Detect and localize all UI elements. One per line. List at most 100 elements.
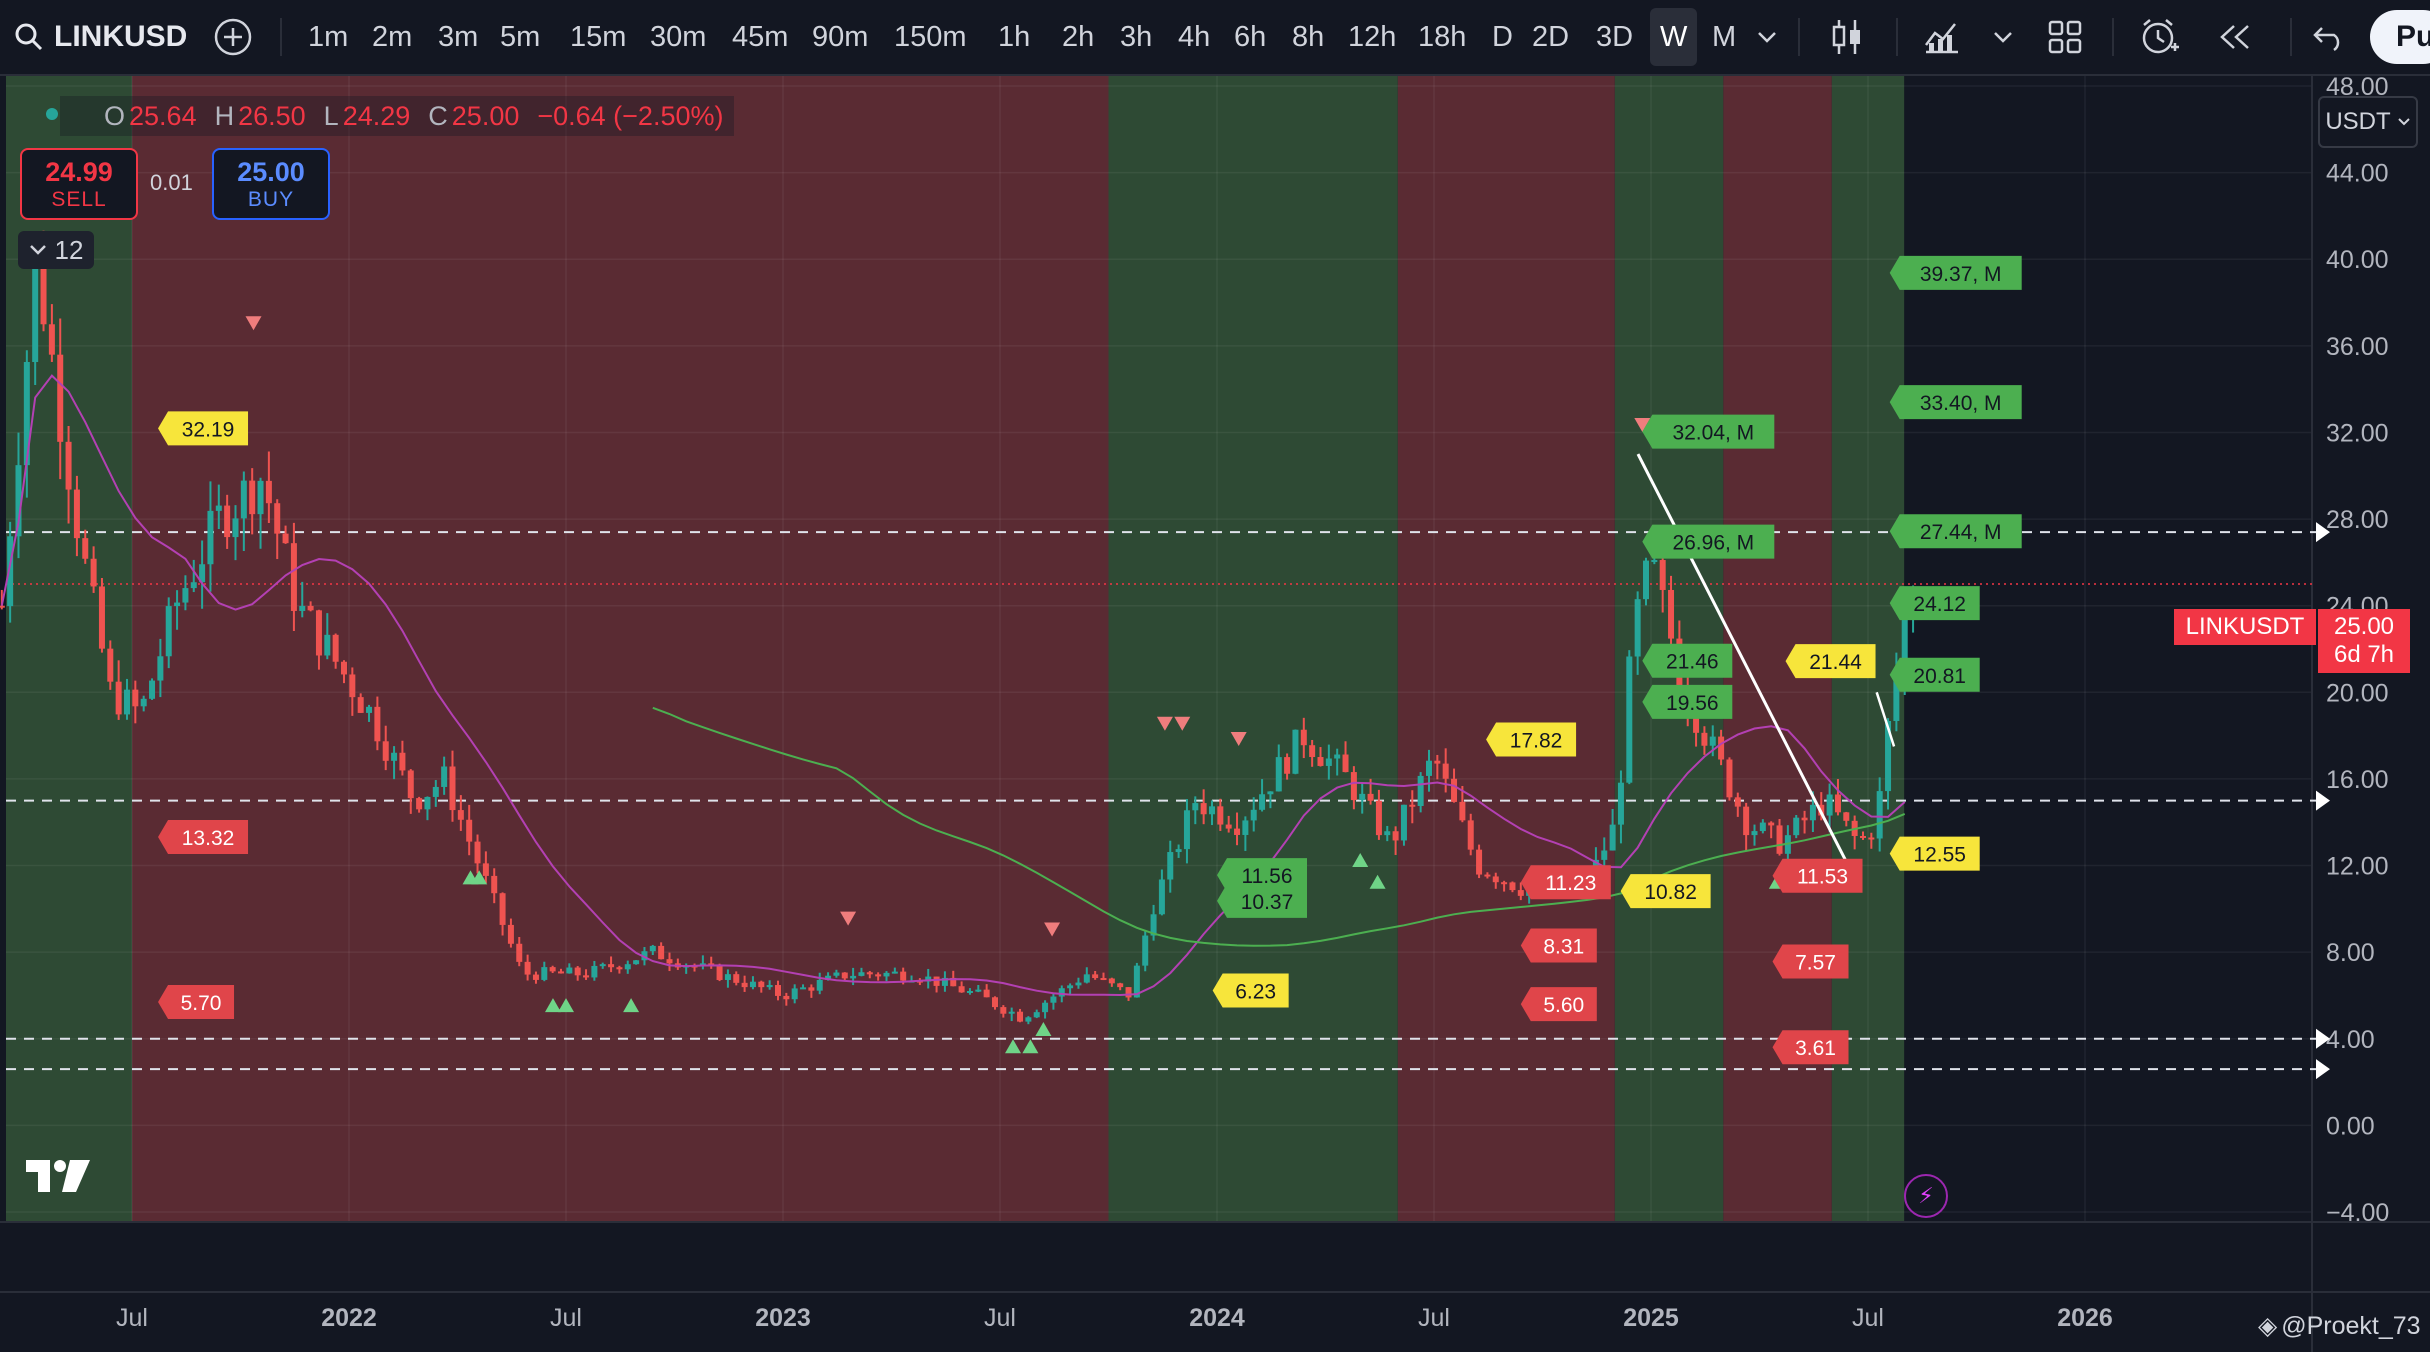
timeframe-8h[interactable]: 8h <box>1292 20 1325 53</box>
chart-type-button[interactable] <box>1822 12 1872 62</box>
undo-button[interactable] <box>2304 12 2354 62</box>
price-label-yellow[interactable]: 21.44 <box>1785 644 1876 679</box>
price-label-text: 6.23 <box>1235 980 1276 1003</box>
price-label-red[interactable]: 13.32 <box>158 819 249 854</box>
timeframe-90m[interactable]: 90m <box>812 20 869 53</box>
price-label-green[interactable]: 10.37 <box>1217 883 1307 918</box>
candle-body <box>1517 890 1524 896</box>
price-label-yellow[interactable]: 10.82 <box>1620 874 1711 909</box>
candle-body <box>1367 793 1374 801</box>
timeframe-18h[interactable]: 18h <box>1418 20 1467 53</box>
lightning-icon[interactable]: ⚡ <box>1904 1174 1948 1218</box>
publish-button[interactable]: Pu <box>2370 10 2430 64</box>
sell-signal-triangle-icon <box>1044 922 1061 937</box>
layout-button[interactable] <box>2040 12 2090 62</box>
trend-line-small[interactable] <box>1875 691 1896 747</box>
price-chart[interactable]: 48.0044.0040.0036.0032.0028.0024.0020.00… <box>0 76 2430 1352</box>
price-label-red[interactable]: 11.53 <box>1772 858 1863 893</box>
price-label-red[interactable]: 3.61 <box>1772 1030 1849 1065</box>
candles <box>0 230 1917 1025</box>
price-label-red[interactable]: 5.60 <box>1520 987 1597 1022</box>
timeframe-1h[interactable]: 1h <box>998 20 1031 53</box>
price-label-green[interactable]: 11.56 <box>1217 858 1307 893</box>
timeframe-15m[interactable]: 15m <box>570 20 627 53</box>
candle-body <box>1067 985 1074 989</box>
candle-body <box>783 995 790 1000</box>
candle-body <box>1826 794 1833 816</box>
symbol-search[interactable]: LINKUSD <box>0 0 199 74</box>
price-label-text: 27.44, M <box>1920 521 2002 544</box>
price-label-yellow[interactable]: 6.23 <box>1212 973 1289 1008</box>
indicators-button[interactable] <box>1917 12 1967 62</box>
x-tick-label: 2024 <box>1189 1304 1245 1332</box>
sell-button[interactable]: 24.99 SELL <box>20 148 138 220</box>
timeframe-6h[interactable]: 6h <box>1234 20 1267 53</box>
candle-body <box>1659 560 1666 590</box>
candle-body <box>900 971 907 981</box>
price-label-green[interactable]: 33.40, M <box>1889 385 2022 420</box>
alert-button[interactable] <box>2134 12 2184 62</box>
price-label-green[interactable]: 24.12 <box>1889 586 1980 621</box>
indicators-collapse-button[interactable]: 12 <box>18 231 94 269</box>
timeframe-5m[interactable]: 5m <box>500 20 541 53</box>
price-label-text: 21.44 <box>1809 651 1862 674</box>
price-label-red[interactable]: 11.23 <box>1520 865 1611 900</box>
candle-body <box>1092 974 1099 979</box>
replay-button[interactable] <box>2210 12 2260 62</box>
timeframe-3h[interactable]: 3h <box>1120 20 1153 53</box>
price-label-red[interactable]: 7.57 <box>1772 944 1849 979</box>
timeframe-150m[interactable]: 150m <box>894 20 967 53</box>
timeframe-dropdown-button[interactable] <box>1742 12 1792 62</box>
timeframe-D[interactable]: D <box>1492 20 1513 53</box>
tradingview-logo[interactable] <box>24 1156 92 1201</box>
visibility-dot-icon[interactable] <box>46 108 58 120</box>
long-moving-average-line[interactable] <box>652 706 1906 947</box>
candle-body <box>941 977 948 986</box>
price-label-green[interactable]: 27.44, M <box>1889 514 2022 549</box>
price-label-red[interactable]: 8.31 <box>1520 928 1597 963</box>
timeframe-3D[interactable]: 3D <box>1596 20 1634 53</box>
currency-select[interactable]: USDT <box>2318 96 2418 148</box>
timeframe-2D[interactable]: 2D <box>1532 20 1570 53</box>
price-label-box <box>1642 643 1733 678</box>
candle-body <box>357 697 364 713</box>
price-label-yellow[interactable]: 32.19 <box>158 411 249 446</box>
timeframe-3m[interactable]: 3m <box>438 20 479 53</box>
chart-pane[interactable]: 48.00 44.00 40.00 36.00 32.00 28.00 24.00 20.00… <box>0 76 2430 1352</box>
compare-symbol-button[interactable] <box>208 0 258 74</box>
candle-body <box>1208 806 1215 815</box>
timeframe-W[interactable]: W <box>1650 8 1698 66</box>
rewind-icon <box>2220 25 2249 49</box>
timeframe-2m[interactable]: 2m <box>372 20 413 53</box>
timeframe-12h[interactable]: 12h <box>1348 20 1397 53</box>
price-label-text: 5.70 <box>181 992 222 1015</box>
price-label-green[interactable]: 32.04, M <box>1642 414 1775 449</box>
price-label-green[interactable]: 21.46 <box>1642 643 1733 678</box>
timeframe-30m[interactable]: 30m <box>650 20 707 53</box>
indicators-dropdown-button[interactable] <box>1978 12 2028 62</box>
candle-body <box>1025 1017 1032 1022</box>
timeframe-2h[interactable]: 2h <box>1062 20 1095 53</box>
candle-body <box>1008 1011 1015 1014</box>
last-price-value: 25.00 <box>2333 613 2395 640</box>
price-label-yellow[interactable]: 17.82 <box>1486 722 1577 757</box>
candle-body <box>1050 996 1057 1003</box>
price-label-green[interactable]: 20.81 <box>1889 657 1980 692</box>
price-label-green[interactable]: 39.37, M <box>1889 255 2022 290</box>
timeframe-M[interactable]: M <box>1712 20 1737 53</box>
candle-body <box>507 924 514 944</box>
price-label-red[interactable]: 5.70 <box>158 984 235 1019</box>
candle-body <box>1701 732 1708 746</box>
buy-button[interactable]: 25.00 BUY <box>212 148 330 220</box>
price-label-green[interactable]: 19.56 <box>1642 684 1733 719</box>
price-label-yellow[interactable]: 12.55 <box>1889 836 1980 871</box>
timeframe-4h[interactable]: 4h <box>1178 20 1211 53</box>
timeframe-1m[interactable]: 1m <box>308 20 349 53</box>
price-label-green[interactable]: 26.96, M <box>1642 524 1775 559</box>
price-label-box <box>1520 987 1597 1022</box>
candle-body <box>666 959 673 964</box>
moving-average-line[interactable] <box>0 374 1906 997</box>
timeframe-45m[interactable]: 45m <box>732 20 789 53</box>
price-label-box <box>1772 858 1863 893</box>
candle-body <box>1292 729 1299 774</box>
